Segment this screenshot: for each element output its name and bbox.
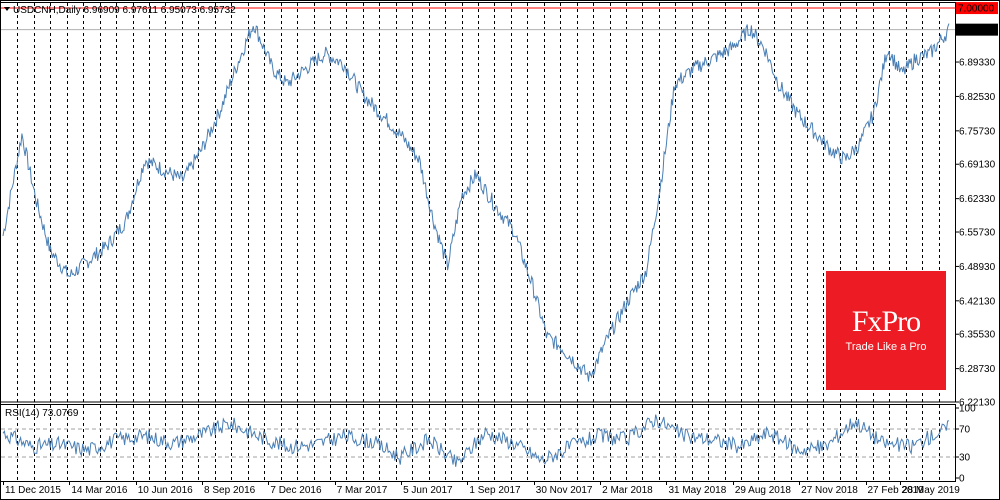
date-tick-label: 30 Nov 2017 [536,485,593,496]
price-tick-label: 6.82530 [959,92,996,103]
date-tick-label: 2 Mar 2018 [602,485,653,496]
price-tick-label: 6.69130 [959,160,996,171]
level-price-tag [956,2,998,15]
date-tick-label: 27 Feb 2019 [868,485,925,496]
chart-title: USDCNH,Daily 6.96909 6.97611 6.95073 6.9… [13,5,236,16]
date-tick-label: 1 Sep 2017 [469,485,521,496]
price-tick-label: 6.75730 [959,126,996,137]
price-tick-label: 6.48930 [959,262,996,273]
fxpro-logo: FxPro Trade Like a Pro [826,271,946,390]
date-tick-label: 14 Mar 2016 [71,485,128,496]
rsi-tick-label: 100 [959,404,976,415]
rsi-tick-label: 70 [959,425,971,436]
current-price-tag [956,23,998,36]
rsi-tick-label: 0 [959,474,965,485]
price-tick-label: 6.89330 [959,58,996,69]
date-tick-label: 8 Sep 2016 [204,485,256,496]
date-tick-label: 28 May 2019 [902,485,960,496]
price-tick-label: 6.42130 [959,296,996,307]
price-tick-label: 6.35530 [959,330,996,341]
logo-tagline: Trade Like a Pro [845,341,927,353]
rsi-title: RSI(14) 73.0769 [5,408,79,419]
price-tick-label: 6.28730 [959,364,996,375]
date-tick-label: 29 Aug 2018 [735,485,792,496]
date-tick-label: 11 Dec 2015 [5,485,61,496]
rsi-pane-border [0,404,956,482]
date-tick-label: 31 May 2018 [668,485,726,496]
price-tick-label: 6.55730 [959,228,996,239]
price-tick-label: 6.62330 [959,194,996,205]
date-tick-label: 27 Nov 2018 [801,485,858,496]
price-tick-label: 6.22130 [959,398,996,409]
price-series-line [2,23,950,382]
date-tick-label: 10 Jun 2016 [138,485,193,496]
rsi-series-line [2,414,950,467]
collapse-arrow-icon [4,7,10,11]
current-price-label: 6.95732 [958,25,995,36]
rsi-tick-label: 30 [959,453,971,464]
date-tick-label: 7 Dec 2016 [270,485,322,496]
date-tick-label: 7 Mar 2017 [337,485,388,496]
date-tick-label: 5 Jun 2017 [403,485,453,496]
level-price-label: 7.00000 [958,4,995,15]
logo-brand: FxPro [851,305,921,338]
